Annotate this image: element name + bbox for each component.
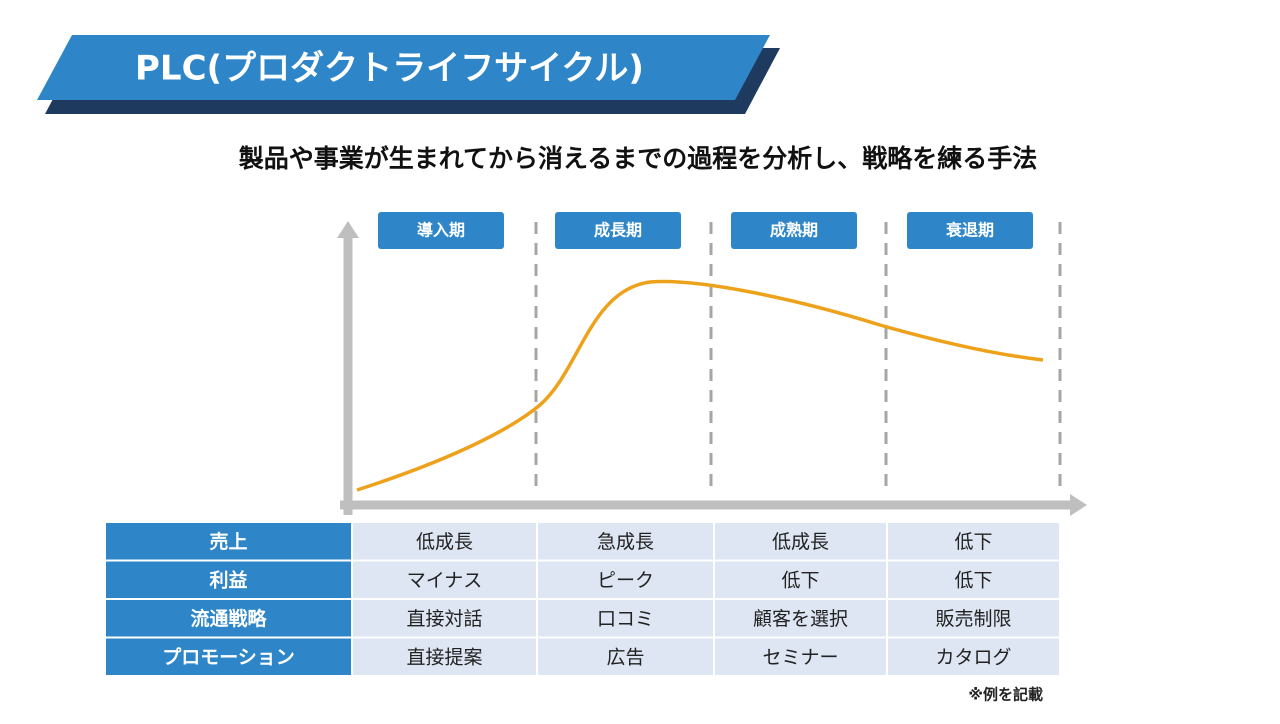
table-cell: [713, 559, 888, 600]
table-cell: [713, 521, 888, 562]
note: ※例を記載: [968, 686, 1043, 704]
x-arrow: [1070, 494, 1087, 516]
cell-text: 低下: [954, 531, 992, 553]
cell-text: マイナス: [407, 569, 483, 591]
stage-label: 導入期: [417, 221, 465, 240]
stage-box: [731, 212, 857, 249]
cell-text: 直接対話: [406, 608, 482, 630]
row-header: 売上: [209, 530, 247, 553]
cell-text: 低成長: [772, 531, 829, 553]
cell-text: 口コミ: [597, 608, 654, 630]
table-cell: [351, 598, 538, 639]
title: PLC(プロダクトライフサイクル): [135, 49, 644, 89]
cell-text: セミナー: [762, 646, 838, 668]
y-arrow: [337, 221, 359, 238]
cell-text: 販売制限: [935, 608, 1011, 630]
stage-label: 衰退期: [945, 221, 994, 240]
row-header-cell: [104, 636, 353, 677]
stage-labels: 導入期 成長期 成熟期 衰退期: [378, 212, 1033, 249]
cell-text: 顧客を選択: [753, 608, 848, 630]
cell-text: 広告: [606, 646, 644, 668]
stage-box: [378, 212, 504, 249]
cell-text: 低成長: [416, 531, 473, 553]
table-cell: [351, 636, 538, 677]
cell-text: カタログ: [935, 646, 1011, 668]
table-cell: [886, 521, 1061, 562]
stage-dividers: [534, 222, 1062, 492]
subtitle: 製品や事業が生まれてから消えるまでの過程を分析し、戦略を練る手法: [238, 144, 1038, 173]
cell-text: 低下: [954, 569, 992, 591]
row-header: 流通戦略: [190, 607, 267, 630]
axes: [337, 221, 1087, 516]
stage-label: 成熟期: [770, 221, 818, 240]
table-cell: [886, 636, 1061, 677]
table-cell: [536, 598, 715, 639]
row-header: プロモーション: [162, 645, 295, 668]
stage-box: [907, 212, 1033, 249]
stage-label: 成長期: [594, 221, 642, 240]
table-cell: [886, 598, 1061, 639]
table-cell: [536, 636, 715, 677]
stage-box: [555, 212, 681, 249]
row-header-cell: [104, 559, 353, 600]
title-banner: [37, 35, 770, 100]
cell-text: 直接提案: [406, 646, 482, 668]
row-header: 利益: [209, 568, 247, 591]
cell-text: 急成長: [597, 531, 654, 553]
cell-text: ピーク: [597, 569, 654, 591]
cell-text: 低下: [781, 569, 819, 591]
lifecycle-curve: [356, 279, 1044, 492]
